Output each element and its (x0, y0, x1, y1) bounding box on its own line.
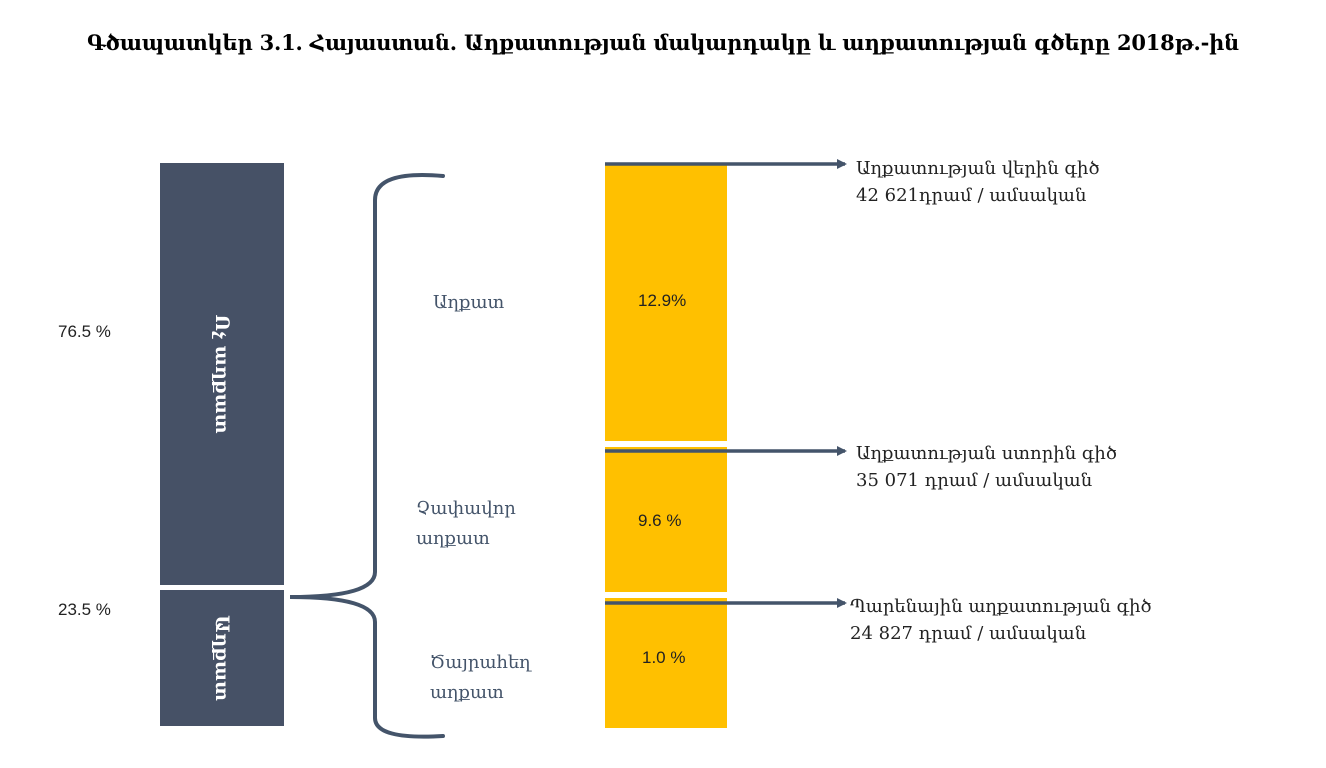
lower-poverty-line-label: Աղքատության ստորին գիծ 35 071 դրամ / ամս… (856, 440, 1117, 494)
value-label-moderate-poor: 9.6 % (638, 511, 682, 530)
food-poverty-line-amount: 24 827 դրամ / ամսական (850, 623, 1087, 644)
value-label-poor: 12.9% (638, 291, 687, 310)
food-poverty-line-label: Պարենային աղքատության գիծ 24 827 դրամ / … (850, 593, 1152, 647)
non-poor-percent: 76.5 % (58, 322, 111, 341)
curly-brace (289, 173, 445, 739)
lower-poverty-line-amount: 35 071 դրամ / ամսական (856, 470, 1093, 491)
upper-poverty-line-amount: 42 621դրամ / ամսական (856, 185, 1087, 206)
category-label-poor: Աղքատ (433, 292, 505, 313)
gold-segment-extreme-poor: 1.0 % (605, 598, 727, 728)
lower-poverty-line-name: Աղքատության ստորին գիծ (856, 443, 1117, 464)
gold-segment-moderate-poor: 9.6 % (605, 447, 727, 592)
non-poor-bar: Ոչ աղքատ (160, 163, 284, 585)
category-label-moderate-poor: Չափավոր աղքատ (416, 498, 516, 549)
upper-poverty-line-name: Աղքատության վերին գիծ (856, 158, 1100, 179)
gold-segment-poor: 12.9% (605, 163, 727, 441)
category-label-extreme-poor: Ծայրահեղ աղքատ (430, 652, 531, 703)
value-label-extreme-poor: 1.0 % (642, 648, 686, 667)
poor-bar: Աղքատ (160, 590, 284, 726)
upper-poverty-line-label: Աղքատության վերին գիծ 42 621դրամ / ամսակ… (856, 155, 1100, 209)
food-poverty-line-name: Պարենային աղքատության գիծ (850, 596, 1152, 617)
figure-title: Գծապատկեր 3.1. Հայաստան. Աղքատության մակ… (86, 30, 1240, 55)
poor-percent: 23.5 % (58, 600, 111, 619)
